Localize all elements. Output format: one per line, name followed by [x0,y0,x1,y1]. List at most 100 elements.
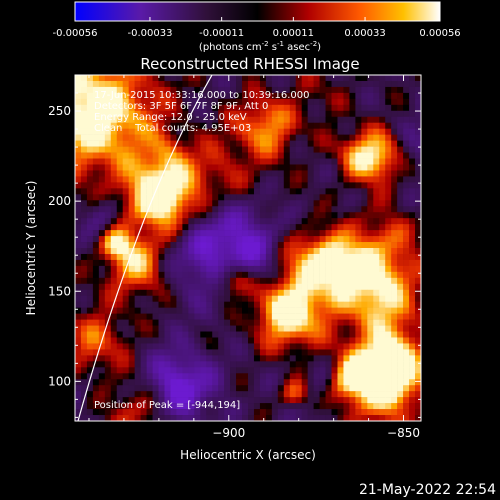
heatmap-cell [397,75,404,82]
heatmap-cell [361,289,368,297]
heatmap-cell [200,355,207,362]
heatmap-cell [75,373,82,380]
heatmap-cell [265,218,273,225]
heatmap-cell [116,92,124,100]
heatmap-cell [200,75,207,82]
heatmap-cell [331,301,338,308]
heatmap-cell [122,361,129,368]
heatmap-cell [337,271,344,279]
heatmap-cell [170,283,177,291]
heatmap-cell [361,86,368,94]
heatmap-cell [176,307,183,314]
heatmap-cell [146,224,153,231]
heatmap-cell [182,409,189,416]
heatmap-cell [158,271,165,279]
heatmap-cell [319,236,326,243]
heatmap-cell [86,325,94,332]
heatmap-cell [176,325,183,332]
heatmap-cell [403,283,410,291]
heatmap-cell [415,295,421,302]
heatmap-cell [122,164,129,171]
heatmap-cell [415,206,421,213]
heatmap-cell [188,200,195,207]
heatmap-cell [367,409,374,416]
heatmap-cell [98,116,106,124]
heatmap-cell [75,75,82,82]
heatmap-cell [212,337,219,344]
heatmap-cell [152,122,159,129]
heatmap-cell [104,140,112,147]
heatmap-cell [295,403,302,410]
heatmap-cell [140,355,147,362]
heatmap-cell [385,259,392,267]
heatmap-cell [152,128,159,135]
heatmap-cell [98,415,106,421]
heatmap-cell [230,289,237,297]
heatmap-cell [236,253,243,261]
heatmap-cell [122,200,129,207]
heatmap-cell [277,242,285,249]
heatmap-cell [152,361,159,368]
heatmap-cell [343,349,350,356]
heatmap-cell [313,230,320,237]
heatmap-cell [259,355,267,362]
heatmap-cell [146,104,153,112]
heatmap-cell [277,170,285,177]
heatmap-cell [218,403,225,410]
heatmap-cell [128,337,135,344]
heatmap-cell [325,259,332,267]
heatmap-cell [379,313,386,320]
heatmap-cell [289,122,297,129]
heatmap-cell [325,313,332,320]
heatmap-cell [361,158,368,165]
heatmap-cell [200,134,207,141]
heatmap-cell [224,361,231,368]
heatmap-cell [331,158,338,165]
heatmap-cell [170,397,177,404]
heatmap-cell [86,409,94,416]
heatmap-cell [164,349,171,356]
heatmap-cell [128,176,135,183]
heatmap-cell [176,253,183,261]
heatmap-cell [98,283,106,291]
heatmap-cell [188,409,195,416]
heatmap-cell [134,152,141,159]
heatmap-cell [361,92,368,100]
heatmap-cell [331,277,338,285]
heatmap-cell [289,92,297,100]
heatmap-cell [415,367,421,374]
heatmap-cell [277,116,285,124]
heatmap-cell [218,253,225,261]
heatmap-cell [164,253,171,261]
heatmap-cell [146,277,153,285]
heatmap-cell [98,176,106,183]
heatmap-cell [75,295,82,302]
heatmap-cell [194,331,201,338]
heatmap-cell [403,295,410,302]
heatmap-cell [391,152,398,159]
heatmap-cell [367,248,374,255]
heatmap-cell [80,194,88,201]
heatmap-cell [212,134,219,141]
heatmap-cell [313,361,320,368]
heatmap-cell [188,253,195,261]
heatmap-cell [385,301,392,308]
heatmap-cell [385,146,392,153]
heatmap-cell [373,397,380,404]
heatmap-cell [152,265,159,273]
heatmap-cell [367,116,374,124]
heatmap-cell [277,337,285,344]
heatmap-cell [248,248,255,255]
heatmap-cell [361,170,368,177]
heatmap-cell [373,230,380,237]
heatmap-cell [134,355,141,362]
heatmap-cell [92,313,100,320]
heatmap-cell [259,212,267,219]
heatmap-cell [253,158,261,165]
heatmap-cell [301,325,308,332]
heatmap-cell [128,236,135,243]
heatmap-cell [104,224,112,231]
heatmap-cell [391,230,398,237]
heatmap-cell [277,80,285,88]
heatmap-cell [134,325,141,332]
